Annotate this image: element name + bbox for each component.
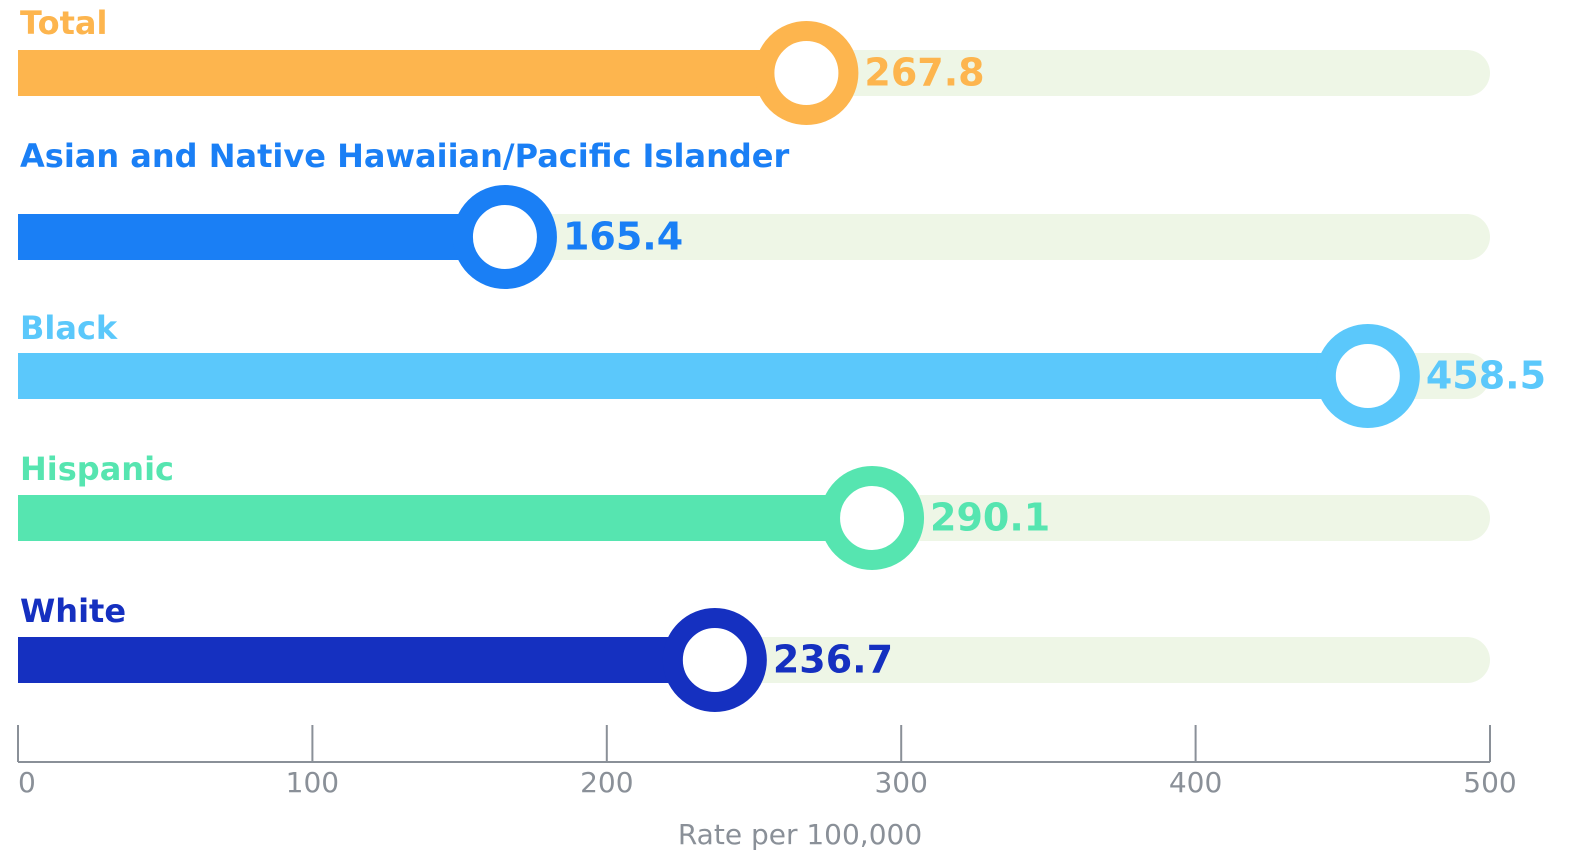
value-label: 267.8 xyxy=(864,51,984,95)
x-axis-title: Rate per 100,000 xyxy=(678,818,922,851)
x-tick-label: 200 xyxy=(580,766,633,799)
marker xyxy=(662,608,767,712)
value-label: 165.4 xyxy=(563,215,683,259)
x-tick-label: 500 xyxy=(1463,766,1516,799)
bar xyxy=(18,637,715,683)
bar xyxy=(18,214,505,260)
category-label: Hispanic xyxy=(20,450,174,488)
marker xyxy=(820,466,925,570)
x-tick-label: 0 xyxy=(18,766,36,799)
value-label: 290.1 xyxy=(930,496,1050,540)
marker xyxy=(1315,324,1420,428)
x-tick-label: 400 xyxy=(1169,766,1222,799)
category-label: White xyxy=(20,592,126,630)
bar xyxy=(18,495,873,541)
marker xyxy=(754,21,859,125)
category-label: Black xyxy=(20,309,118,347)
marker xyxy=(452,185,557,289)
category-label: Total xyxy=(20,4,107,42)
x-tick-label: 100 xyxy=(286,766,339,799)
x-tick-label: 300 xyxy=(874,766,927,799)
bar xyxy=(18,50,807,96)
bar xyxy=(18,353,1368,399)
value-label: 458.5 xyxy=(1426,354,1546,398)
value-label: 236.7 xyxy=(773,638,893,682)
category-label: Asian and Native Hawaiian/Pacific Island… xyxy=(20,137,789,175)
